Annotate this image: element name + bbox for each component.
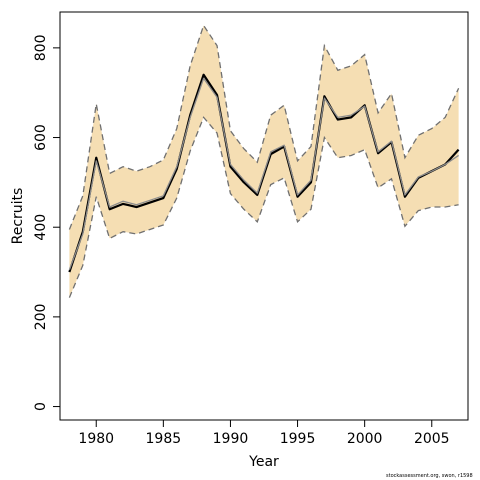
x-tick-label: 1985 — [146, 431, 182, 447]
median-line — [68, 77, 459, 271]
x-tick-label: 2000 — [347, 431, 383, 447]
y-tick-label: 800 — [33, 35, 49, 62]
x-tick-label: 1990 — [213, 431, 249, 447]
x-tick-label: 1980 — [78, 431, 114, 447]
y-tick-label: 0 — [33, 402, 49, 411]
x-tick-label: 1995 — [280, 431, 316, 447]
x-axis: 1980 1985 1990 1995 2000 2005 — [78, 420, 450, 447]
y-tick-label: 400 — [33, 214, 49, 241]
y-axis-label: Recruits — [10, 188, 26, 245]
lower-interval-line — [68, 116, 459, 298]
plot-layer — [68, 23, 460, 298]
y-tick-label: 200 — [33, 304, 49, 331]
credit-text: stockassessment.org, swon, r1598 — [386, 473, 473, 479]
y-tick-label: 600 — [33, 124, 49, 151]
plot-frame — [59, 11, 469, 421]
confidence-band — [69, 25, 459, 298]
upper-interval-line — [68, 23, 460, 230]
x-tick-label: 2005 — [414, 431, 450, 447]
y-axis: 0 200 400 600 800 — [33, 35, 60, 411]
x-axis-label: Year — [248, 454, 279, 470]
